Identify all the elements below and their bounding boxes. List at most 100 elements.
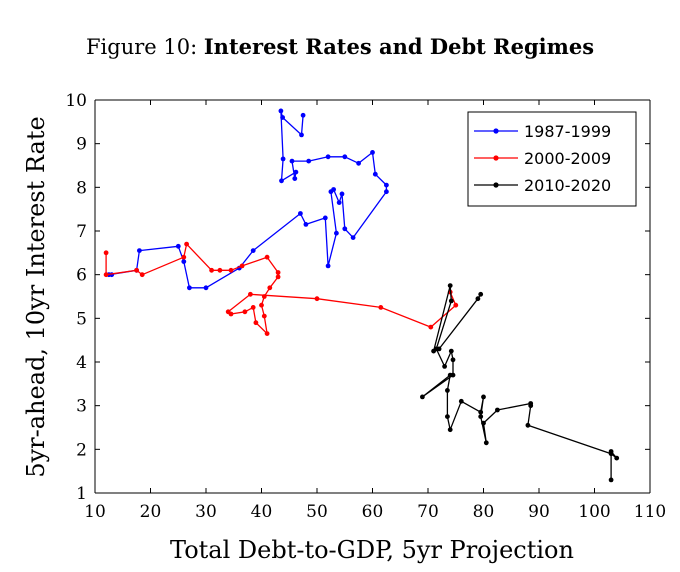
data-point (525, 422, 531, 428)
legend-label: 2000-2009 (524, 149, 611, 168)
data-point (298, 211, 303, 216)
data-point (453, 302, 459, 308)
legend-entry: 2000-2009 (474, 149, 611, 168)
data-point (292, 176, 298, 182)
series-line (421, 284, 618, 480)
legend: 1987-1999 2000-2009 2010-2020 (467, 111, 637, 207)
data-point (209, 267, 215, 273)
chart-title: Figure 10: Interest Rates and Debt Regim… (0, 34, 680, 59)
x-tick-label: 100 (578, 502, 610, 522)
legend-marker (493, 128, 499, 134)
x-tick-label: 10 (84, 502, 106, 522)
data-point (184, 241, 190, 247)
data-point (495, 407, 500, 413)
y-tick-label: 9 (76, 135, 87, 155)
data-point (378, 305, 384, 310)
data-point (203, 285, 209, 291)
data-point (278, 108, 284, 114)
data-point (139, 272, 145, 278)
data-point (325, 154, 331, 160)
data-point (447, 372, 453, 378)
data-point (275, 270, 281, 275)
x-tick-label: 30 (195, 502, 217, 522)
data-point (217, 267, 223, 273)
data-point (478, 409, 484, 415)
legend-marker (493, 182, 499, 188)
series-1987-1999 (106, 108, 389, 291)
series-2010-2020 (420, 283, 620, 483)
data-point (289, 158, 295, 164)
data-point (350, 235, 356, 241)
data-point (181, 254, 187, 260)
legend-marker (493, 155, 499, 161)
data-point (342, 226, 348, 232)
data-point (328, 189, 334, 195)
y-tick-label: 3 (76, 397, 87, 417)
data-point (103, 250, 109, 256)
data-point (614, 455, 620, 461)
data-point (475, 296, 481, 302)
y-tick-label: 4 (76, 353, 87, 373)
data-point (608, 449, 614, 454)
data-point (280, 156, 286, 162)
data-point (137, 248, 142, 254)
data-point (481, 420, 486, 426)
data-point (187, 285, 192, 291)
data-point (134, 267, 140, 273)
x-tick-label: 20 (140, 502, 162, 522)
data-point (450, 357, 456, 363)
y-tick-label: 1 (76, 484, 87, 504)
data-point (372, 171, 378, 177)
data-point (306, 158, 312, 164)
axes-layer: 10 20 30 40 50 60 70 80 90 100 110 1 2 3 4 5 6 7 8 9 10 (65, 91, 666, 522)
y-tick-label: 6 (76, 266, 87, 286)
data-point (228, 267, 234, 273)
data-point (483, 440, 489, 446)
data-point (264, 254, 270, 260)
data-point (280, 115, 285, 120)
data-point (322, 215, 328, 221)
data-point (334, 230, 339, 236)
data-point (275, 274, 281, 280)
data-point (300, 112, 306, 118)
data-point (267, 285, 273, 291)
data-point (181, 259, 187, 264)
data-point (445, 388, 450, 393)
data-point (259, 302, 264, 308)
data-point (528, 403, 534, 409)
data-point (433, 346, 439, 352)
data-point (420, 394, 425, 400)
y-tick-label: 7 (76, 222, 87, 242)
legend-label: 2010-2020 (524, 176, 611, 195)
legend-entry: 2010-2020 (474, 176, 611, 195)
x-tick-label: 90 (528, 502, 550, 522)
legend-entry: 1987-1999 (474, 122, 611, 141)
data-point (250, 305, 256, 310)
data-point (299, 132, 304, 138)
title-main: Interest Rates and Debt Regimes (203, 34, 595, 59)
x-tick-label: 60 (362, 502, 384, 522)
data-point (481, 394, 486, 400)
data-point (384, 182, 389, 188)
data-point (428, 324, 434, 330)
data-point (356, 160, 361, 166)
data-point (458, 398, 464, 404)
x-tick-label: 80 (473, 502, 495, 522)
y-tick-label: 2 (76, 440, 87, 460)
data-point (342, 154, 348, 160)
data-point (448, 348, 454, 354)
data-point (253, 320, 259, 326)
data-point (478, 414, 484, 419)
data-point (239, 263, 245, 269)
data-point (325, 263, 331, 269)
data-point (279, 178, 284, 184)
data-point (175, 243, 181, 249)
title-prefix: Figure 10: (85, 35, 198, 59)
data-point (370, 150, 375, 155)
y-tick-label: 10 (65, 91, 87, 111)
data-point (303, 222, 309, 227)
y-tick-label: 5 (76, 309, 87, 329)
data-point (448, 298, 454, 304)
data-point (339, 191, 345, 197)
data-point (250, 248, 256, 254)
